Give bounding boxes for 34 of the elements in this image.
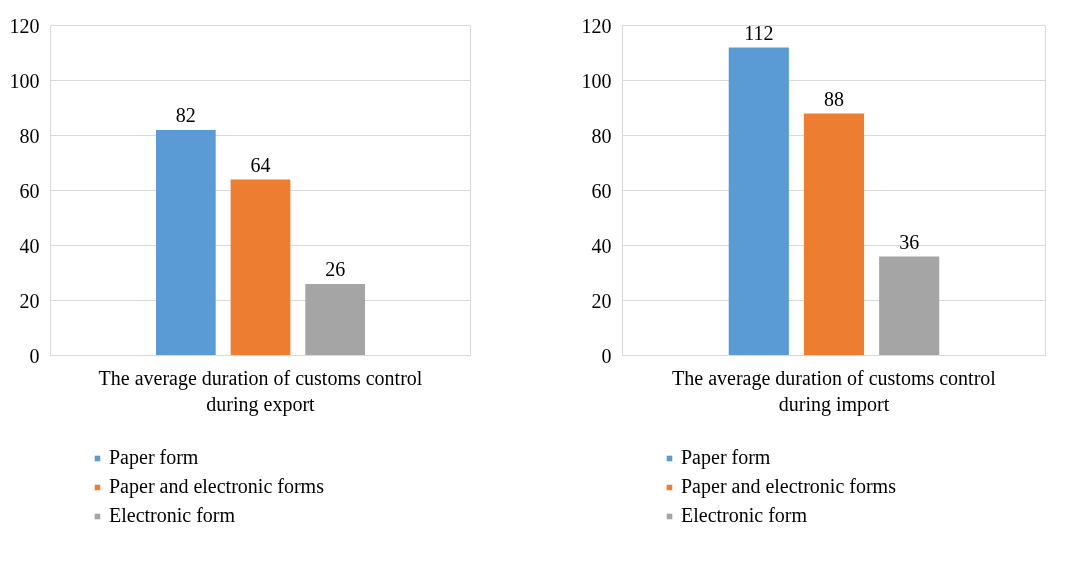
bar	[230, 179, 291, 356]
bar	[728, 47, 789, 356]
legend-label: Electronic form	[681, 504, 808, 527]
legend-label: Paper form	[681, 446, 771, 469]
y-tick-label: 100	[581, 69, 612, 92]
y-tick-label: 120	[9, 14, 40, 37]
y-tick-label: 0	[601, 344, 612, 367]
bar	[879, 256, 940, 356]
legend-label: Paper and electronic forms	[109, 475, 324, 498]
y-tick-label: 40	[591, 234, 612, 257]
legend-label: Paper and electronic forms	[681, 475, 896, 498]
data-label: 26	[325, 258, 346, 280]
data-label: 64	[250, 153, 271, 176]
y-tick-label: 60	[591, 179, 612, 202]
x-tick-label: The average duration of customs control during import	[672, 366, 997, 416]
data-label: 112	[744, 21, 774, 44]
bar	[155, 130, 216, 356]
y-tick-label: 100	[9, 69, 40, 92]
y-tick-label: 40	[19, 234, 40, 257]
y-tick-label: 80	[591, 124, 612, 147]
data-label: 82	[175, 104, 196, 126]
y-tick-label: 0	[29, 344, 40, 367]
data-label: 36	[899, 230, 920, 253]
x-tick-label: The average duration of customs control during export	[98, 366, 423, 416]
y-tick-label: 20	[19, 289, 40, 312]
data-label: 88	[824, 87, 844, 110]
y-tick-label: 60	[19, 179, 40, 202]
bar	[305, 284, 366, 356]
y-tick-label: 120	[581, 14, 612, 37]
bar	[803, 113, 865, 356]
legend-label: Electronic form	[109, 504, 236, 527]
legend-label: Paper form	[109, 446, 199, 469]
y-tick-label: 20	[591, 289, 612, 312]
y-tick-label: 80	[19, 124, 40, 147]
